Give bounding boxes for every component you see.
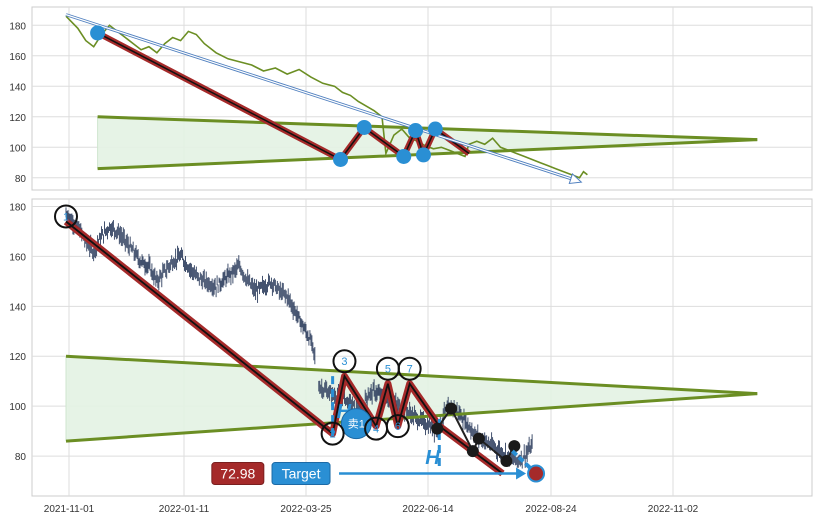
point-label: 7 — [407, 364, 413, 376]
forecast-dot — [445, 402, 458, 415]
point-label: 4 — [373, 424, 379, 436]
target-approach-line — [510, 449, 536, 473]
point-circle — [397, 356, 422, 381]
trend-arrow-head — [568, 173, 583, 185]
point-label: 3 — [341, 356, 347, 368]
point-label: 2 — [330, 429, 336, 441]
y-tick-label: 160 — [9, 252, 26, 263]
pivot-dot — [333, 152, 349, 167]
x-tick-label: 2022-08-24 — [525, 504, 577, 515]
point-circle — [385, 414, 410, 439]
price-box — [211, 462, 265, 486]
target-box — [271, 462, 331, 486]
price-box-label: 72.98 — [220, 466, 255, 482]
point-label: 1 — [63, 211, 69, 223]
x-tick-label: 2022-01-11 — [159, 504, 210, 515]
triangle-upper-line — [65, 354, 758, 396]
target-arrow-head — [516, 467, 527, 480]
y-tick-label: 140 — [9, 302, 26, 313]
y-tick-label: 120 — [9, 352, 26, 363]
x-tick-label: 2022-06-14 — [402, 504, 454, 515]
y-tick-label: 180 — [9, 21, 26, 32]
forecast-dot — [431, 422, 444, 435]
y-tick-label: 80 — [15, 452, 27, 463]
forecast-dot — [466, 445, 479, 458]
price-line — [65, 15, 588, 179]
trend-arrow-inner — [65, 14, 578, 182]
forecast-dot — [500, 455, 513, 468]
zigzag-core-line — [65, 220, 504, 475]
forecast-dot — [472, 432, 485, 445]
forecast-dot — [508, 440, 521, 453]
detail-x-axis: 2021-11-01 2022-01-11 2022-03-25 2022-06-14… — [44, 504, 699, 515]
pivot-dot — [396, 148, 412, 164]
overview-y-axis: 80 100 120 140 160 180 — [9, 21, 812, 185]
pivot-dot — [90, 25, 106, 41]
h-marker-label: H — [425, 447, 440, 469]
y-tick-label: 180 — [9, 202, 26, 213]
pivot-dot — [356, 119, 372, 135]
pivot-dot — [427, 121, 443, 137]
point-circle — [54, 204, 78, 229]
triangle-fill — [66, 356, 758, 442]
y-tick-label: 100 — [9, 143, 26, 154]
pivot-dot — [408, 123, 424, 139]
point-circle — [332, 349, 357, 374]
y-tick-label: 140 — [9, 82, 26, 93]
triangle-lower-line — [65, 392, 758, 443]
y-tick-label: 100 — [9, 402, 26, 413]
sell-badge-label: 卖1 — [348, 418, 365, 431]
detail-frame — [31, 198, 813, 497]
target-dot — [527, 464, 546, 483]
sell-badge — [340, 408, 372, 440]
point-label: 6 — [395, 421, 401, 433]
x-tick-label: 2021-11-01 — [44, 504, 95, 515]
triangle-upper-line — [97, 115, 758, 142]
point-circle — [320, 421, 345, 446]
target-box-label: Target — [282, 466, 321, 482]
point-label: 5 — [385, 364, 391, 376]
pivot-dot — [415, 147, 431, 163]
x-tick-label: 2022-03-25 — [280, 504, 332, 515]
x-tick-label: 2022-11-02 — [648, 504, 699, 515]
y-tick-label: 80 — [15, 174, 27, 185]
y-tick-label: 160 — [9, 52, 26, 63]
y-tick-label: 120 — [9, 113, 26, 124]
